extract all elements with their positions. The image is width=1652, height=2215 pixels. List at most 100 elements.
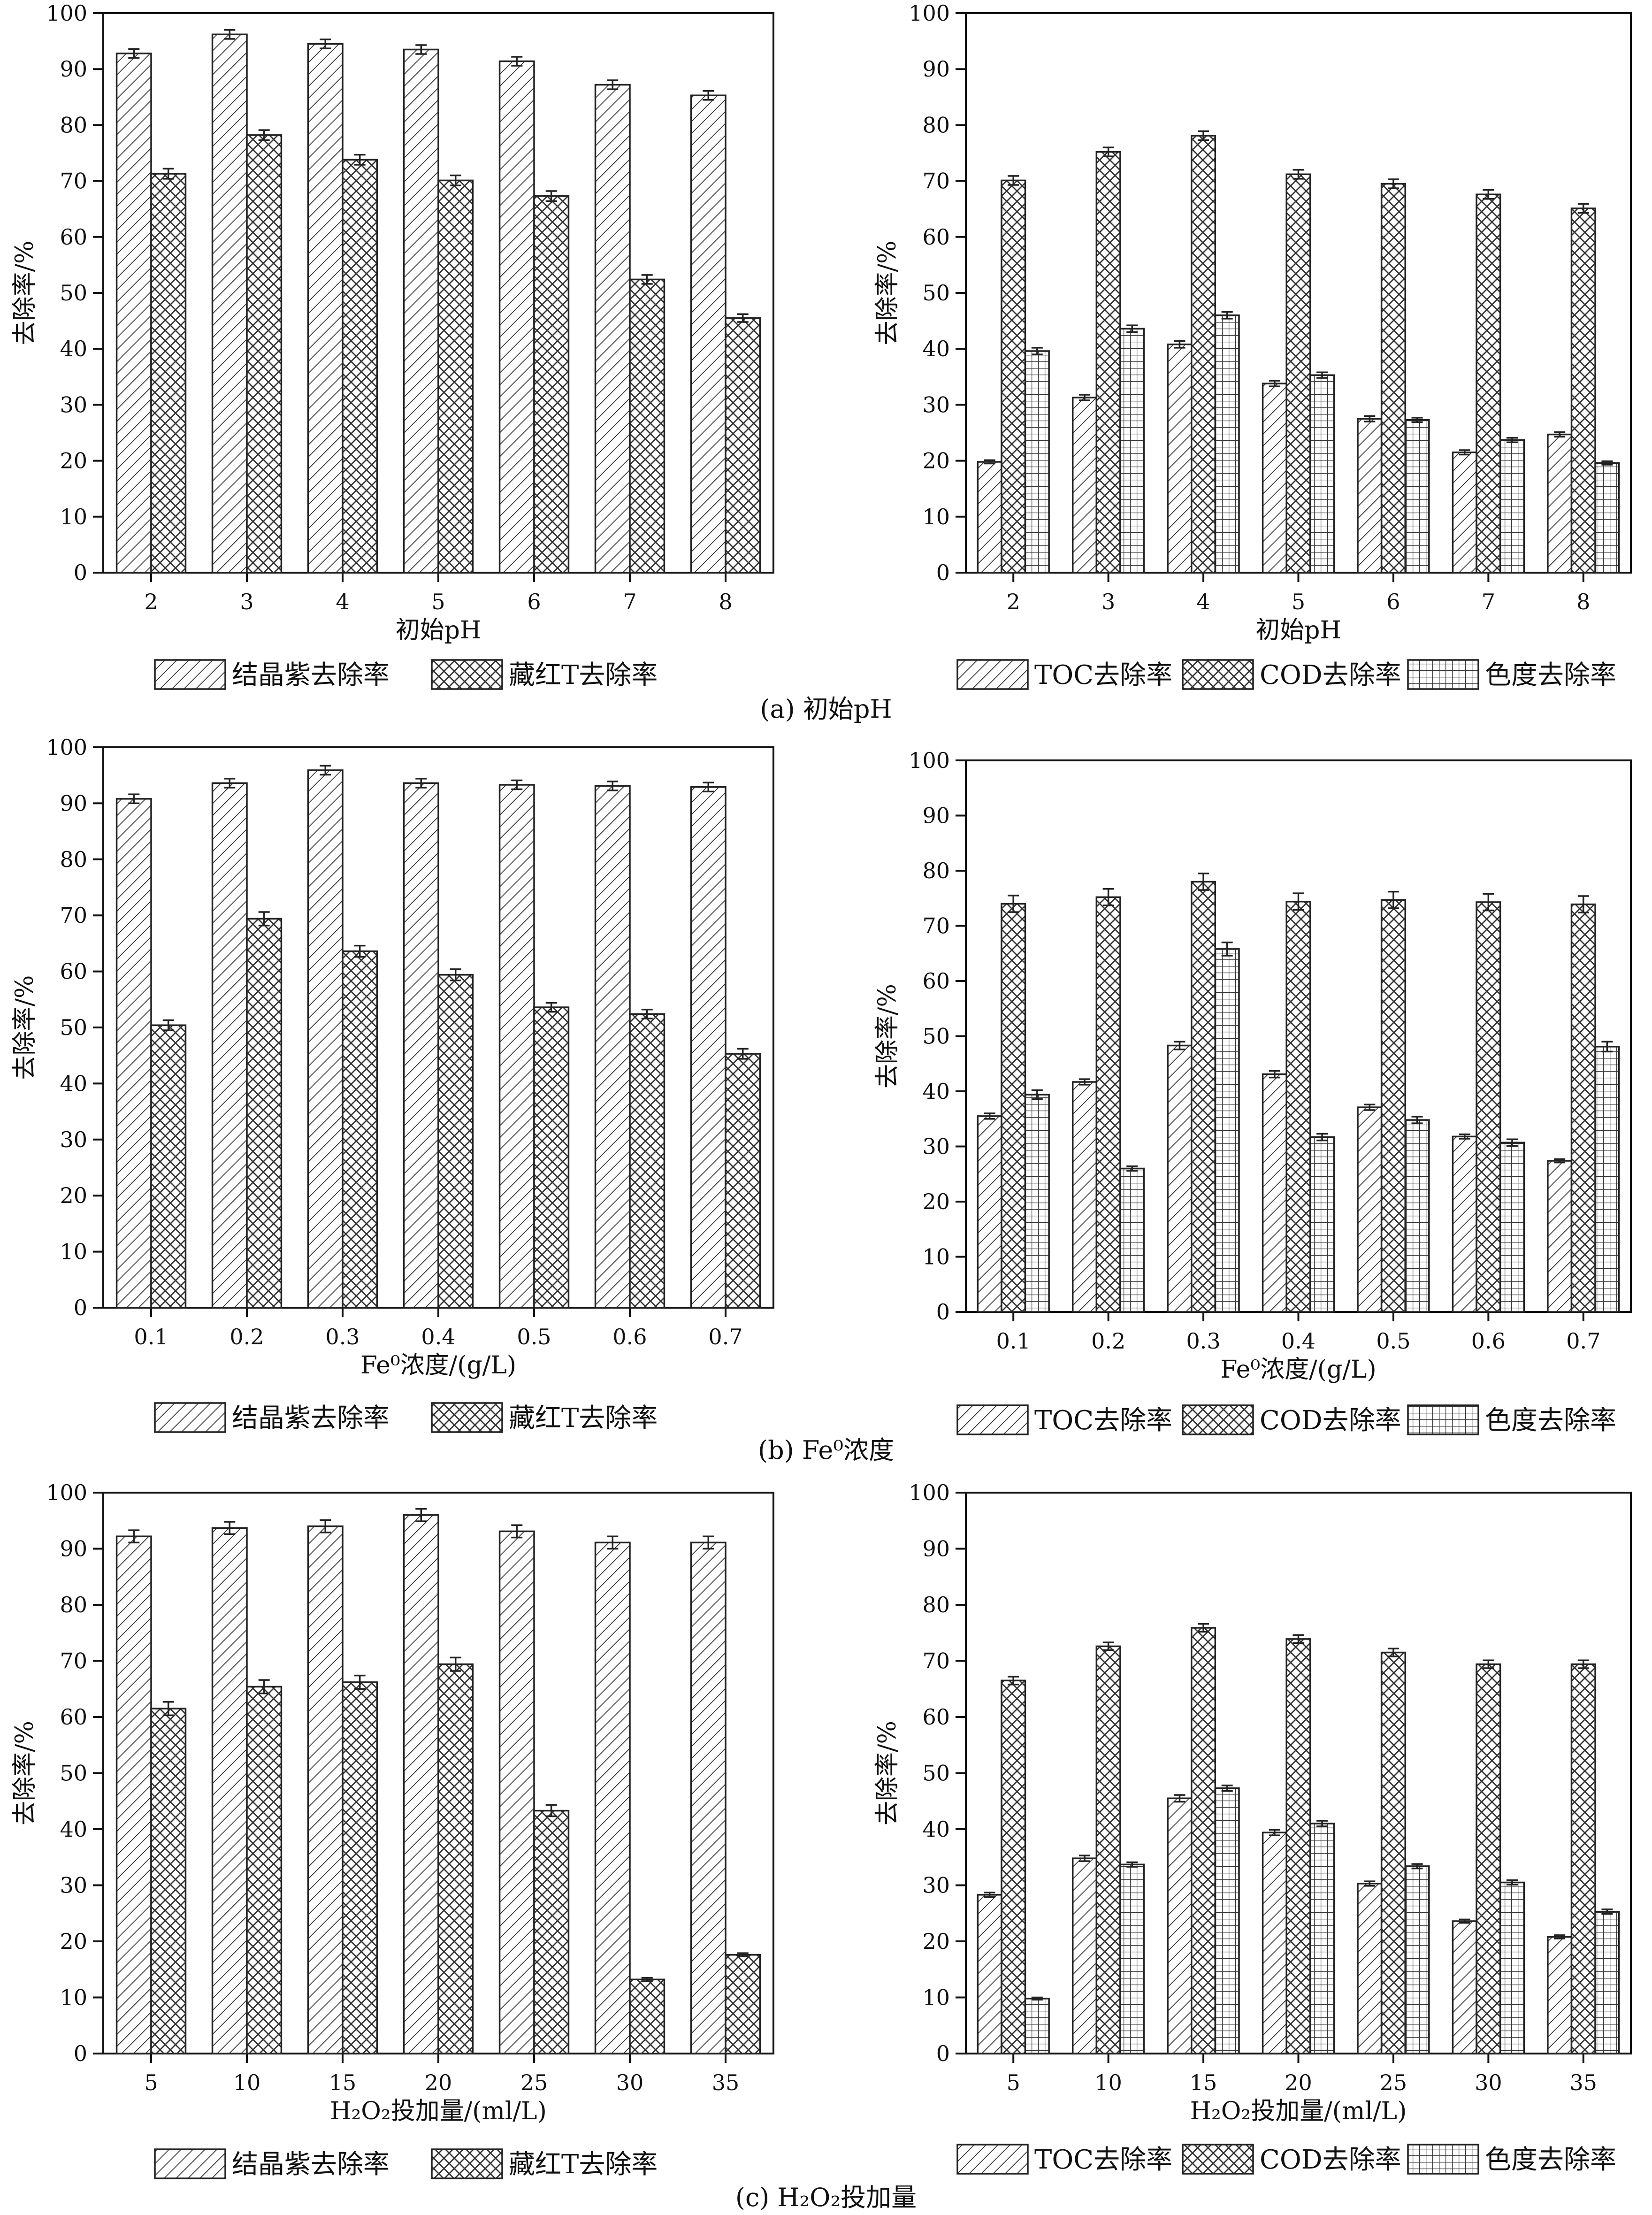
x-tick-label: 0.1 <box>996 1328 1031 1354</box>
y-tick-label: 100 <box>46 735 87 760</box>
x-tick-label: 0.2 <box>229 1324 264 1349</box>
bar <box>1285 901 1311 1313</box>
y-tick-label: 40 <box>60 336 87 361</box>
x-tick-label: 30 <box>1475 2070 1502 2095</box>
bar <box>246 134 283 574</box>
y-tick-label: 70 <box>60 169 87 194</box>
y-tick-label: 50 <box>922 280 950 306</box>
legend-swatch <box>956 1404 1029 1435</box>
bar <box>690 1541 727 2054</box>
legend-swatch <box>154 2148 226 2179</box>
bar <box>1071 1857 1098 2054</box>
bar <box>1285 1638 1311 2054</box>
x-tick-label: 0.3 <box>1186 1328 1220 1354</box>
bar <box>725 1053 761 1309</box>
bar <box>1547 433 1573 574</box>
x-tick-label: 5 <box>144 2070 158 2095</box>
caption-b: (b) Fe⁰浓度 <box>758 1435 894 1465</box>
bar <box>342 950 378 1309</box>
x-tick-label: 25 <box>520 2070 548 2095</box>
y-tick-label: 100 <box>909 0 950 26</box>
bar <box>342 159 378 574</box>
bar <box>1214 314 1240 574</box>
legend-label: COD去除率 <box>1260 660 1401 690</box>
y-tick-label: 10 <box>922 1244 950 1270</box>
bar <box>1499 1142 1525 1313</box>
y-tick-label: 100 <box>46 1480 87 1505</box>
legend-label: 藏红T去除率 <box>509 660 658 690</box>
legend-swatch <box>956 659 1029 690</box>
x-tick-label: 5 <box>1292 589 1305 614</box>
y-tick-label: 20 <box>922 448 950 474</box>
legend-swatch <box>154 1402 226 1433</box>
caption-a: (a) 初始pH <box>760 694 892 724</box>
bar <box>498 1530 535 2054</box>
bar <box>1452 1135 1477 1313</box>
x-tick-label: 8 <box>719 589 732 614</box>
x-tick-label: 20 <box>1285 2070 1312 2095</box>
y-tick-label: 30 <box>922 392 950 417</box>
y-tick-label: 70 <box>922 169 950 194</box>
bar <box>211 33 248 574</box>
chart-c-left: 0 10 20 30 40 50 60 70 80 90 100 去除率/% 5 10 15 20 25 30 35… <box>11 1480 774 2180</box>
bar <box>115 53 152 574</box>
x-tick-label: 3 <box>240 589 253 614</box>
bar <box>498 60 535 574</box>
bar <box>246 918 283 1309</box>
bar <box>690 94 727 574</box>
bar <box>1499 1881 1525 2054</box>
legend-label: TOC去除率 <box>1034 1405 1172 1436</box>
bar <box>115 798 152 1309</box>
x-tick-label: 25 <box>1380 2070 1407 2095</box>
legend-swatch <box>431 2148 503 2179</box>
y-tick-label: 40 <box>922 1816 950 1842</box>
x-tick-label: 10 <box>233 2070 261 2095</box>
bar <box>307 1525 344 2054</box>
y-tick-label: 10 <box>922 1985 950 2010</box>
legend-label: COD去除率 <box>1260 1405 1401 1436</box>
bar <box>977 461 1002 574</box>
y-tick-label: 90 <box>60 1536 87 1562</box>
bar <box>1119 1167 1145 1313</box>
bar <box>1357 418 1383 574</box>
bar <box>1404 1865 1430 2054</box>
y-tick-label: 60 <box>922 968 950 994</box>
legend-label: 藏红T去除率 <box>509 2149 658 2180</box>
x-tick-label: 6 <box>1386 589 1400 614</box>
bar <box>1262 1832 1287 2054</box>
y-tick-label: 30 <box>60 1873 87 1898</box>
y-tick-label: 60 <box>60 224 87 250</box>
legend-label: TOC去除率 <box>1034 660 1172 690</box>
x-tick-label: 10 <box>1094 2070 1122 2095</box>
y-tick-label: 70 <box>922 913 950 939</box>
chart-b-right: 0 10 20 30 40 50 60 70 80 90 100 去除率/% 0.1 0.2 0.3 0.4 0… <box>873 748 1632 1436</box>
bar <box>1380 899 1406 1313</box>
chart-c-right: 0 10 20 30 40 50 60 70 80 90 100 去除率/% 5 10 15 20 25 30 35… <box>873 1480 1632 2175</box>
chart-a-left: 0 10 20 30 40 50 60 70 80 90 100 去除率/% 2 3 4 5 6 7 8 初始pH结晶… <box>11 0 774 690</box>
legend-label: 色度去除率 <box>1485 2145 1616 2175</box>
bar <box>1499 439 1525 574</box>
legend-swatch <box>431 659 503 690</box>
y-tick-label: 20 <box>922 1189 950 1214</box>
legend-swatch <box>1407 1404 1479 1435</box>
y-tick-label: 10 <box>60 504 87 529</box>
bar <box>1262 1073 1287 1313</box>
y-tick-label: 20 <box>60 1183 87 1208</box>
x-tick-label: 0.1 <box>134 1324 168 1349</box>
bar <box>1191 135 1216 574</box>
bar <box>725 1954 761 2054</box>
bar <box>1452 1920 1477 2054</box>
bar <box>629 1978 665 2054</box>
bar <box>594 1541 631 2054</box>
legend-label: 结晶紫去除率 <box>232 2149 390 2180</box>
y-tick-label: 0 <box>936 1299 950 1325</box>
x-tick-label: 6 <box>527 589 541 614</box>
y-tick-label: 60 <box>922 224 950 250</box>
x-axis-label: H₂O₂投加量/(ml/L) <box>1190 2097 1407 2125</box>
bar <box>1167 343 1193 574</box>
bar <box>690 786 727 1309</box>
bar <box>1167 1797 1193 2054</box>
y-tick-label: 0 <box>74 560 87 585</box>
bar <box>1404 419 1430 574</box>
